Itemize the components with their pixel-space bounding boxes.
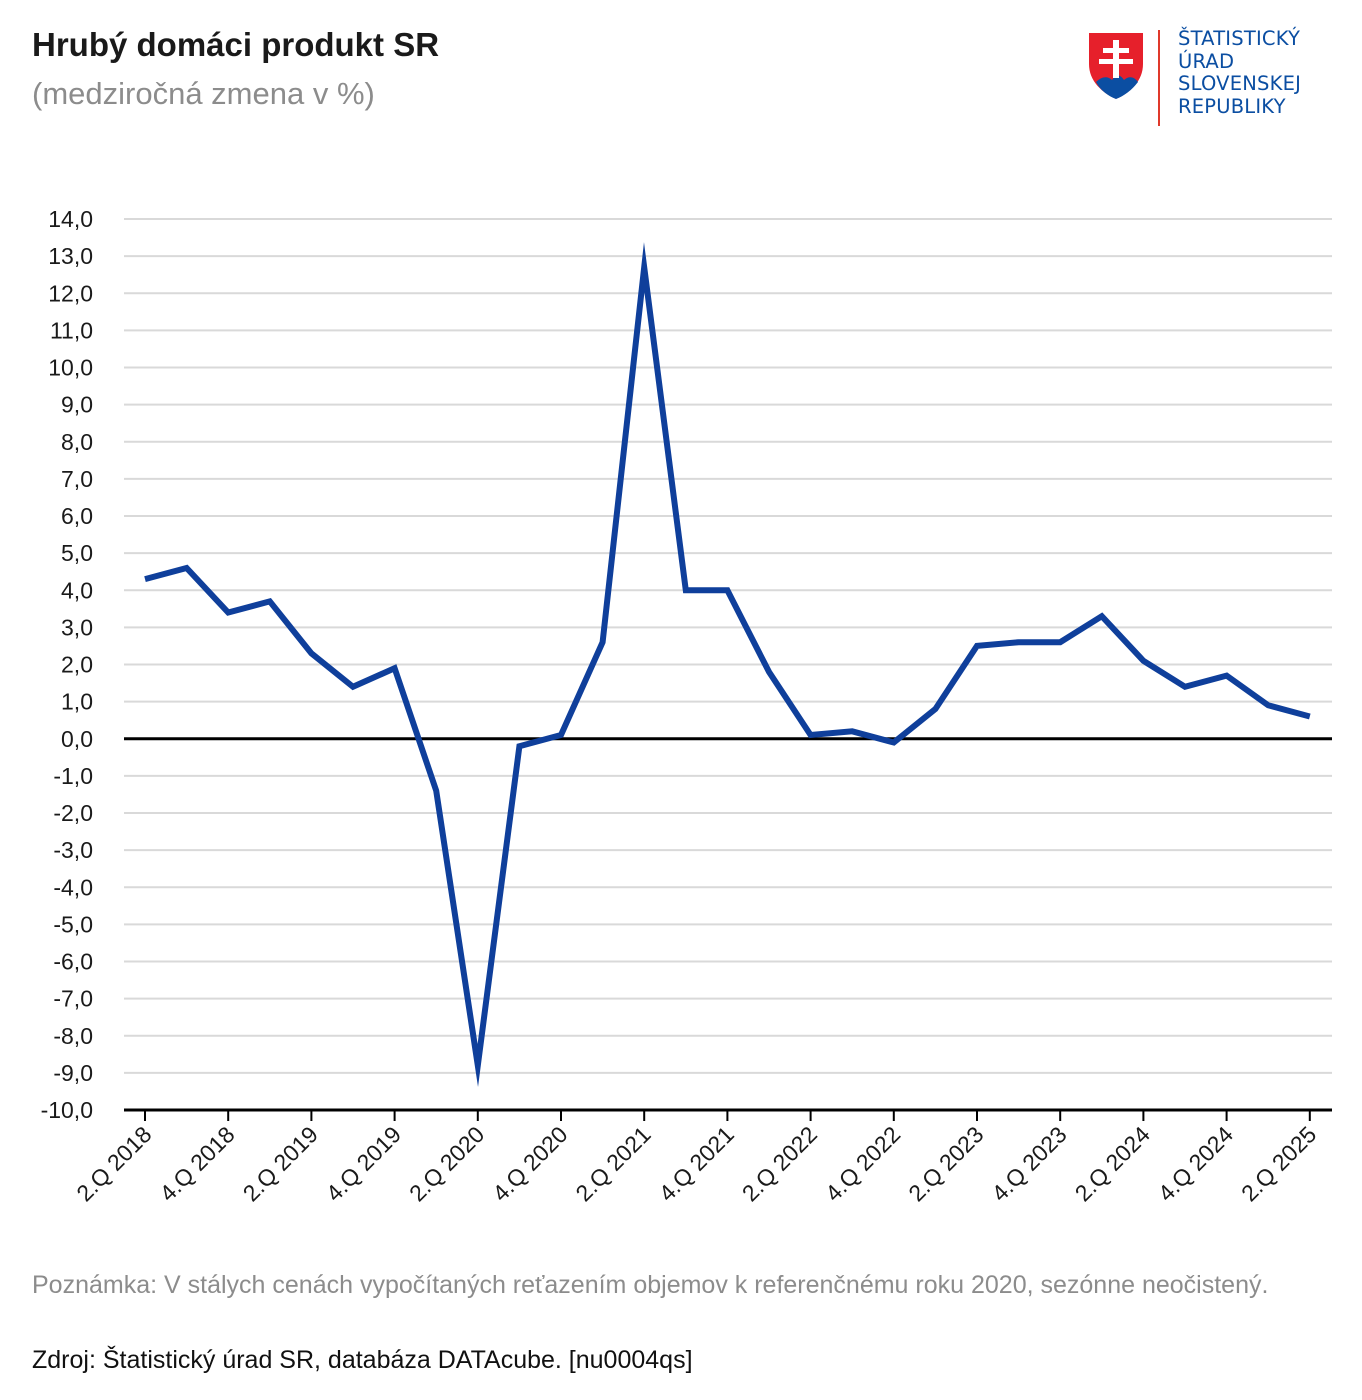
x-tick-label: 2.Q 2023 [903, 1121, 988, 1206]
data-point [392, 665, 398, 671]
y-tick-label: 10,0 [48, 355, 93, 381]
y-tick-label: 3,0 [61, 614, 93, 640]
data-point [766, 669, 772, 675]
y-tick-label: -9,0 [53, 1060, 93, 1086]
y-tick-label: -3,0 [53, 837, 93, 863]
x-tick-label: 4.Q 2018 [154, 1121, 239, 1206]
data-point [808, 732, 814, 738]
data-point [932, 706, 938, 712]
y-tick-label: 13,0 [48, 243, 93, 269]
y-tick-label: 6,0 [61, 503, 93, 529]
x-tick-label: 4.Q 2019 [321, 1121, 406, 1206]
logo-line: REPUBLIKY [1178, 94, 1286, 118]
x-tick-label: 4.Q 2022 [820, 1121, 905, 1206]
y-tick-label: 14,0 [48, 206, 93, 232]
x-tick-label: 4.Q 2024 [1153, 1121, 1238, 1206]
logo-line: ŠTATISTICKÝ [1178, 27, 1301, 50]
data-point [475, 1062, 481, 1068]
x-tick-label: 2.Q 2019 [238, 1121, 323, 1206]
logo-line: SLOVENSKEJ [1178, 72, 1302, 95]
logo-text: ŠTATISTICKÝ ÚRAD SLOVENSKEJ REPUBLIKY [1178, 27, 1302, 118]
x-tick-label: 2.Q 2020 [404, 1121, 489, 1206]
data-point [1224, 673, 1230, 679]
data-point [516, 743, 522, 749]
data-point [1265, 702, 1271, 708]
y-tick-label: 4,0 [61, 577, 93, 603]
y-tick-label: -7,0 [53, 986, 93, 1012]
data-point [1307, 713, 1313, 719]
data-point [142, 576, 148, 582]
y-tick-label: -1,0 [53, 763, 93, 789]
data-point [724, 587, 730, 593]
chart-subtitle: (medziročná zmena v %) [32, 76, 375, 111]
data-point [849, 728, 855, 734]
y-tick-label: 12,0 [48, 280, 93, 306]
y-tick-label: 2,0 [61, 652, 93, 678]
x-tick-label: 4.Q 2021 [654, 1121, 739, 1206]
x-tick-label: 2.Q 2025 [1236, 1121, 1321, 1206]
data-point [184, 565, 190, 571]
y-tick-label: 11,0 [50, 317, 93, 343]
data-point [1140, 658, 1146, 664]
data-point [974, 643, 980, 649]
data-point [267, 598, 273, 604]
data-point [1016, 639, 1022, 645]
x-tick-label: 2.Q 2022 [737, 1121, 822, 1206]
source-text: Zdroj: Štatistický úrad SR, databáza DAT… [32, 1346, 693, 1374]
y-axis-tick-labels: 14,0 13,0 12,0 11,0 10,0 9,0 8,0 7,0 6,0 5,0 4,0 3,… [41, 206, 93, 1123]
x-tick-label: 2.Q 2024 [1070, 1121, 1155, 1206]
gdp-line-chart: 14,0 13,0 12,0 11,0 10,0 9,0 8,0 7,0 6,0 5,0 4,0 3,… [41, 206, 1332, 1206]
data-point [891, 739, 897, 745]
data-point [350, 684, 356, 690]
series-layer [142, 242, 1313, 1088]
data-point [1099, 613, 1105, 619]
data-point [600, 639, 606, 645]
statistical-office-logo: ŠTATISTICKÝ ÚRAD SLOVENSKEJ REPUBLIKY [1086, 27, 1326, 128]
y-tick-label: -4,0 [53, 874, 93, 900]
data-point [308, 650, 314, 656]
logo-separator [1158, 30, 1160, 126]
x-tick-label: 4.Q 2023 [986, 1121, 1071, 1206]
data-point [641, 264, 647, 270]
footnote: Poznámka: V stálych cenách vypočítaných … [32, 1271, 1269, 1299]
y-tick-label: 0,0 [61, 726, 93, 752]
x-tick-label: 4.Q 2020 [487, 1121, 572, 1206]
data-point [1057, 639, 1063, 645]
y-tick-label: 7,0 [61, 466, 93, 492]
y-tick-label: -10,0 [41, 1097, 93, 1123]
data-point [433, 788, 439, 794]
x-tick-label: 2.Q 2018 [71, 1121, 156, 1206]
y-tick-label: -6,0 [53, 949, 93, 975]
logo-line: ÚRAD [1178, 49, 1235, 73]
data-point [1182, 684, 1188, 690]
data-point [225, 610, 231, 616]
y-tick-label: 8,0 [61, 429, 93, 455]
y-tick-label: -2,0 [53, 800, 93, 826]
y-tick-label: 5,0 [61, 540, 93, 566]
x-tick-label: 2.Q 2021 [570, 1121, 655, 1206]
coat-of-arms-icon [1087, 31, 1145, 102]
y-tick-label: 9,0 [61, 392, 93, 418]
y-tick-label: 1,0 [61, 689, 93, 715]
series-line [144, 242, 1311, 1088]
chart-title: Hrubý domáci produkt SR [32, 26, 440, 63]
y-tick-label: -5,0 [53, 911, 93, 937]
data-point [558, 732, 564, 738]
y-tick-label: -8,0 [53, 1023, 93, 1049]
data-point [683, 587, 689, 593]
